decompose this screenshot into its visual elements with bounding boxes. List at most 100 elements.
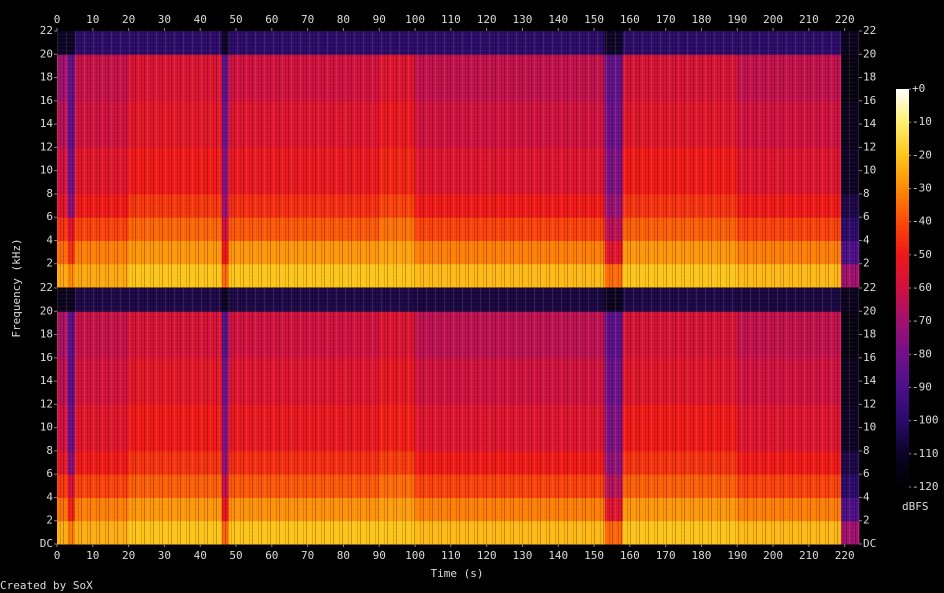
colorbar-tick-label: -70 <box>912 314 932 327</box>
y-tick-label: 14 <box>863 117 877 130</box>
y-tick-label: 16 <box>863 351 876 364</box>
x-tick-label: 10 <box>86 549 99 562</box>
x-tick-label: 180 <box>692 549 712 562</box>
y-tick-label: 12 <box>40 140 53 153</box>
texture <box>57 288 859 544</box>
y-tick-label: 6 <box>46 467 53 480</box>
y-tick-label: 10 <box>863 421 876 434</box>
x-tick-label: 190 <box>727 549 747 562</box>
x-tick-label: 170 <box>656 549 676 562</box>
colorbar-tick-label: -50 <box>912 248 932 261</box>
x-tick-label: 160 <box>620 549 640 562</box>
y-tick-label: 2 <box>863 257 870 270</box>
colorbar-tick-label: -30 <box>912 182 932 195</box>
x-tick-label: 0 <box>54 549 61 562</box>
x-tick-label: 110 <box>441 549 461 562</box>
x-tick-label: 210 <box>799 549 819 562</box>
x-tick-label: 150 <box>584 549 604 562</box>
x-tick-label: 100 <box>405 549 425 562</box>
x-tick-label: 180 <box>692 13 712 26</box>
x-tick-label: 20 <box>122 13 135 26</box>
y-tick-label: 14 <box>40 374 54 387</box>
colorbar-tick-label: -100 <box>912 414 939 427</box>
x-tick-label: 30 <box>158 549 171 562</box>
y-tick-label: 6 <box>46 210 53 223</box>
y-tick-label: 22 <box>863 281 876 294</box>
y-tick-label: 8 <box>46 444 53 457</box>
colorbar-label: dBFS <box>902 500 929 513</box>
x-tick-label: 200 <box>763 549 783 562</box>
colorbar-tick-label: -60 <box>912 281 932 294</box>
y-tick-label: 4 <box>863 490 870 503</box>
y-tick-label: 22 <box>863 24 876 37</box>
x-tick-label: 130 <box>513 549 533 562</box>
y-tick-label: 14 <box>863 374 877 387</box>
x-tick-label: 170 <box>656 13 676 26</box>
y-tick-label: 10 <box>863 164 876 177</box>
x-tick-label: 210 <box>799 13 819 26</box>
y-tick-label: 16 <box>863 94 876 107</box>
x-tick-label: 130 <box>513 13 533 26</box>
x-tick-label: 190 <box>727 13 747 26</box>
y-tick-label: 18 <box>40 71 53 84</box>
colorbar-tick-label: -110 <box>912 447 939 460</box>
colorbar-tick-label: -40 <box>912 215 932 228</box>
y-tick-label: 22 <box>40 24 53 37</box>
y-tick-label: 20 <box>40 304 53 317</box>
x-tick-label: 50 <box>229 549 242 562</box>
y-tick-label: 18 <box>40 328 53 341</box>
y-tick-label: 4 <box>46 233 53 246</box>
x-tick-label: 100 <box>405 13 425 26</box>
y-tick-label: 14 <box>40 117 54 130</box>
y-tick-label: 12 <box>863 140 876 153</box>
x-tick-label: 0 <box>54 13 61 26</box>
colorbar-tick-label: -90 <box>912 381 932 394</box>
x-tick-label: 40 <box>194 549 207 562</box>
x-tick-label: 40 <box>194 13 207 26</box>
y-tick-label: 8 <box>863 187 870 200</box>
y-tick-label: 4 <box>46 490 53 503</box>
x-tick-label: 150 <box>584 13 604 26</box>
x-tick-label: 220 <box>835 549 855 562</box>
x-tick-label: 90 <box>373 549 386 562</box>
y-tick-label: 18 <box>863 328 876 341</box>
colorbar-tick-label: -80 <box>912 347 932 360</box>
colorbar-tick-label: -10 <box>912 115 932 128</box>
x-tick-label: 50 <box>229 13 242 26</box>
colorbar-tick-label: -120 <box>912 480 939 493</box>
x-tick-label: 120 <box>477 13 497 26</box>
y-tick-label: 16 <box>40 351 53 364</box>
colorbar-tick-label: -20 <box>912 148 932 161</box>
y-tick-label: 20 <box>40 47 53 60</box>
x-tick-label: 90 <box>373 13 386 26</box>
y-tick-label: 12 <box>863 397 876 410</box>
y-tick-label: 6 <box>863 467 870 480</box>
y-tick-label: 12 <box>40 397 53 410</box>
x-tick-label: 10 <box>86 13 99 26</box>
colorbar <box>896 89 909 487</box>
x-tick-label: 70 <box>301 13 314 26</box>
y-tick-label: DC <box>863 537 876 550</box>
y-tick-label: 10 <box>40 164 53 177</box>
x-tick-label: 220 <box>835 13 855 26</box>
y-tick-label: 6 <box>863 210 870 223</box>
y-tick-label: 8 <box>46 187 53 200</box>
x-axis-label: Time (s) <box>431 567 484 580</box>
x-tick-label: 140 <box>548 13 568 26</box>
y-tick-label: 2 <box>46 257 53 270</box>
x-tick-label: 140 <box>548 549 568 562</box>
x-tick-label: 120 <box>477 549 497 562</box>
colorbar-tick-label: +0 <box>912 82 925 95</box>
x-tick-label: 60 <box>265 549 278 562</box>
y-tick-label: DC <box>40 537 53 550</box>
y-tick-label: 20 <box>863 47 876 60</box>
y-tick-label: 20 <box>863 304 876 317</box>
x-tick-label: 70 <box>301 549 314 562</box>
y-tick-label: 2 <box>863 514 870 527</box>
x-tick-label: 80 <box>337 549 350 562</box>
y-tick-label: 8 <box>863 444 870 457</box>
y-tick-label: 10 <box>40 421 53 434</box>
y-tick-label: 2 <box>46 514 53 527</box>
x-tick-label: 30 <box>158 13 171 26</box>
